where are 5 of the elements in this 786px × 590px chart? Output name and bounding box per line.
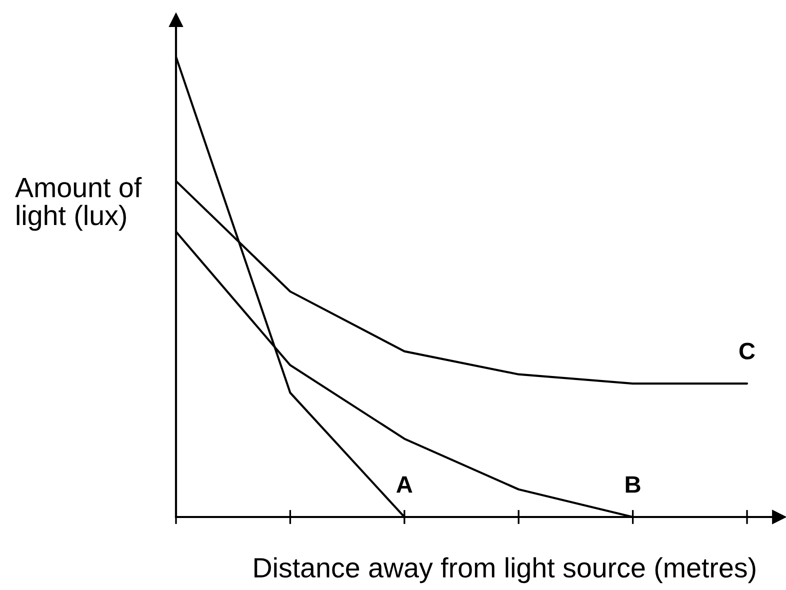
series-label: B bbox=[626, 476, 640, 493]
series-label: A bbox=[396, 476, 412, 493]
series-label: C bbox=[739, 342, 755, 360]
x-axis-title: Distance away from light source (metres) bbox=[254, 557, 756, 584]
y-axis-title: Amount of light (lux) bbox=[15, 177, 142, 231]
